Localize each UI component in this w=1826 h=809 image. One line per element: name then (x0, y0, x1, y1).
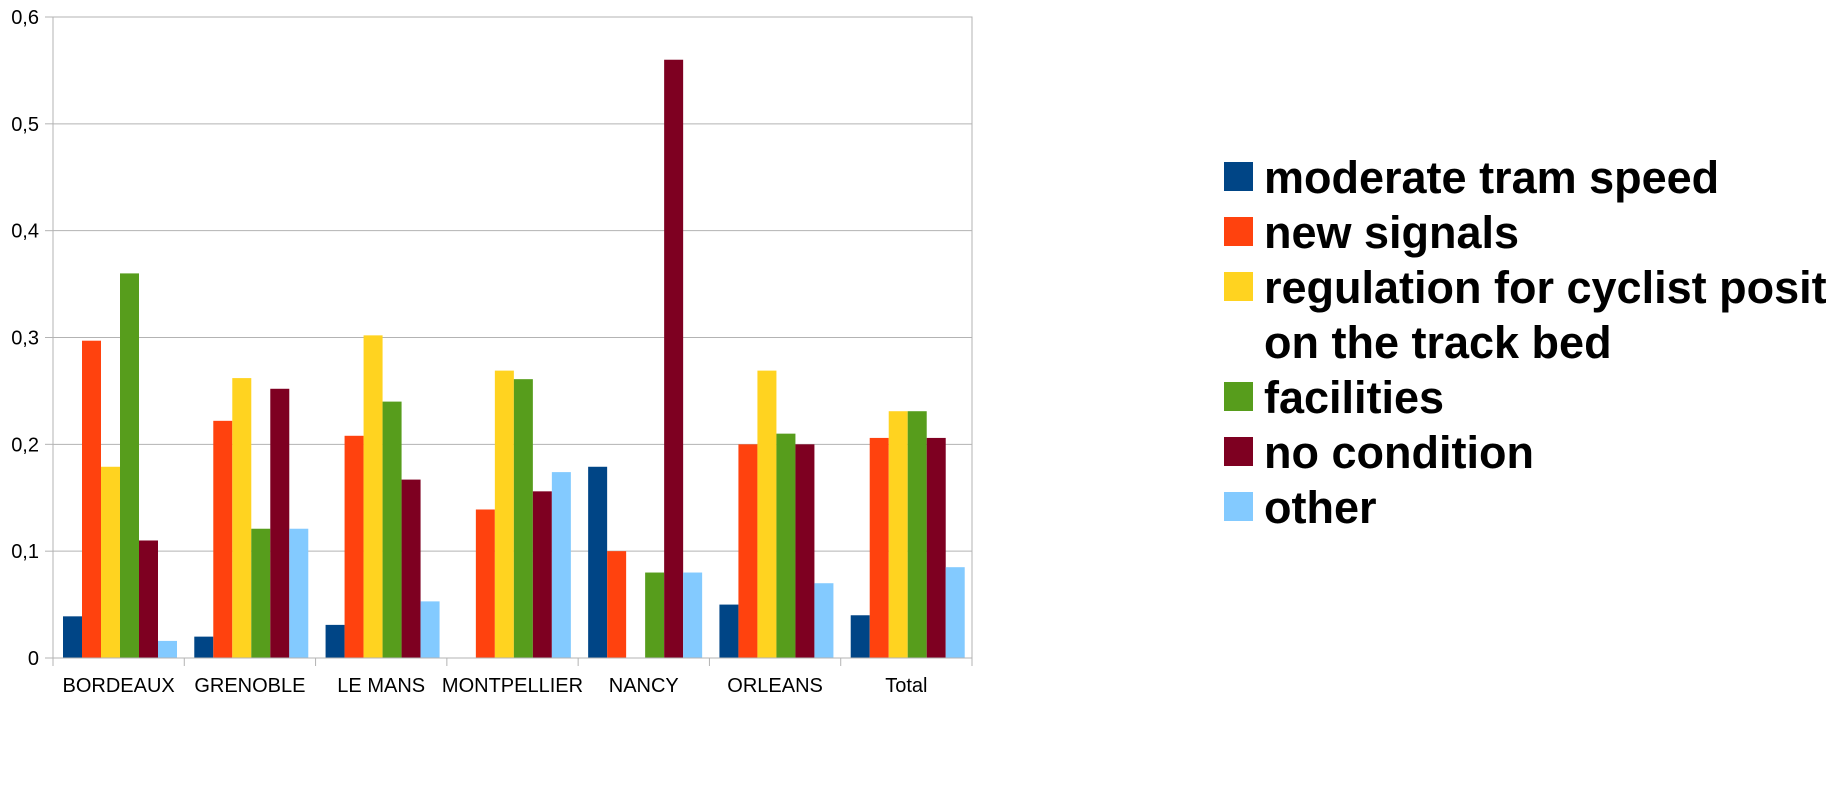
bar (645, 572, 665, 658)
bar (363, 335, 383, 658)
x-category-label: MONTPELLIER (442, 675, 583, 697)
bar (213, 420, 233, 658)
bar (401, 479, 421, 658)
legend-label: other (1264, 482, 1377, 533)
bar (664, 59, 684, 658)
bar (194, 636, 214, 658)
x-category-label: ORLEANS (727, 675, 823, 697)
legend-item: no condition (1224, 427, 1534, 478)
y-tick-label: 0,5 (11, 114, 39, 136)
legend-item: other (1224, 482, 1377, 533)
bar (63, 616, 82, 658)
y-axis-tick-labels: 0 0,1 0,2 0,3 0,4 0,5 0,6 (11, 7, 39, 670)
bar (344, 435, 364, 658)
x-category-label: BORDEAUX (63, 675, 175, 697)
bars (63, 59, 965, 658)
y-tick-label: 0,6 (11, 7, 39, 29)
bar (907, 411, 927, 658)
x-axis-category-labels: BORDEAUX GRENOBLE LE MANS MONTPELLIER NANCY O… (63, 675, 928, 697)
legend-item: moderate tram speed (1224, 152, 1719, 203)
bar (325, 624, 345, 658)
bar (607, 551, 627, 658)
bar (120, 273, 139, 658)
bar (513, 379, 533, 658)
y-tick-label: 0,1 (11, 541, 39, 563)
bar (82, 340, 101, 658)
bar (588, 466, 608, 658)
legend-item: new signals (1224, 207, 1519, 258)
bar (251, 528, 271, 658)
bar (757, 370, 777, 658)
legend-swatch (1224, 162, 1253, 191)
bar (551, 472, 571, 658)
axes (45, 16, 973, 666)
bar (270, 388, 290, 658)
legend-item: regulation for cyclist positionon the tr… (1224, 262, 1826, 368)
legend-swatch (1224, 217, 1253, 246)
y-tick-label: 0,4 (11, 221, 39, 243)
y-tick-label: 0,3 (11, 328, 39, 350)
bar (475, 509, 495, 658)
bar (232, 378, 252, 658)
legend-label: facilities (1264, 372, 1444, 423)
bar (683, 572, 703, 658)
bar (738, 444, 758, 658)
bar (926, 437, 946, 658)
bar (420, 601, 440, 658)
y-tick-label: 0,2 (11, 434, 39, 456)
legend-label: regulation for cyclist position (1264, 262, 1826, 313)
bar (532, 491, 552, 658)
legend-item: facilities (1224, 372, 1444, 423)
legend-swatch (1224, 437, 1253, 466)
bar (869, 437, 889, 658)
bar (382, 401, 402, 658)
bar (776, 433, 796, 658)
bar (945, 567, 965, 658)
legend-label: on the track bed (1264, 317, 1612, 368)
legend-swatch (1224, 492, 1253, 521)
legend-label: moderate tram speed (1264, 152, 1719, 203)
bar (888, 411, 908, 658)
bar (719, 604, 739, 658)
bar (795, 444, 815, 658)
bar (139, 540, 158, 658)
bar (850, 615, 870, 658)
x-category-label: NANCY (609, 675, 679, 697)
legend-label: new signals (1264, 207, 1519, 258)
bar (289, 528, 309, 658)
legend-swatch (1224, 272, 1253, 301)
bar (814, 583, 834, 658)
x-category-label: GRENOBLE (194, 675, 305, 697)
bar (158, 640, 177, 658)
legend-label: no condition (1264, 427, 1534, 478)
x-category-label: Total (885, 675, 927, 697)
x-category-label: LE MANS (337, 675, 425, 697)
bar (101, 466, 120, 658)
y-tick-label: 0 (28, 648, 39, 670)
bar (494, 370, 514, 658)
legend-swatch (1224, 382, 1253, 411)
